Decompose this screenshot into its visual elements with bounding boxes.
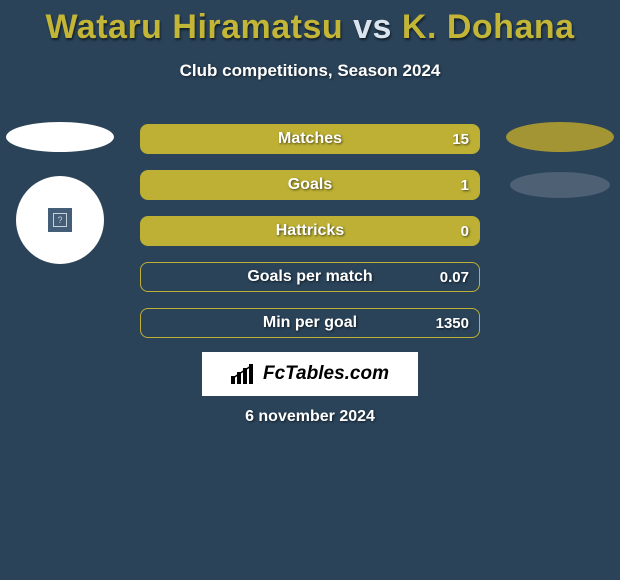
stat-row: Goals per match0.07 [140,262,480,292]
subtitle: Club competitions, Season 2024 [0,61,620,81]
right-ellipse-mid [510,172,610,198]
brand-bars-icon [231,364,257,384]
right-ellipse-top [506,122,614,152]
brand-badge: FcTables.com [202,352,418,396]
stats-bar-group: Matches15 Goals1 Hattricks0 Goals per match… [140,124,480,354]
stat-label: Min per goal [141,309,479,337]
left-ellipse-top [6,122,114,152]
stat-value: 1350 [436,309,469,337]
stat-label: Goals per match [141,263,479,291]
svg-text:?: ? [57,215,62,225]
left-decor-column: ? [0,118,120,264]
player1-name: Wataru Hiramatsu [45,8,343,46]
stat-value: 0.07 [440,263,469,291]
right-decor-column [500,118,620,198]
stat-value: 15 [452,125,469,153]
missing-image-icon: ? [48,208,72,232]
stat-row: Hattricks0 [140,216,480,246]
brand-text: FcTables.com [263,363,389,385]
stat-label: Hattricks [141,217,479,245]
stat-label: Goals [141,171,479,199]
stat-row: Matches15 [140,124,480,154]
stat-value: 0 [461,217,469,245]
stat-label: Matches [141,125,479,153]
comparison-title: Wataru Hiramatsu vs K. Dohana [0,0,620,47]
player2-name: K. Dohana [402,8,575,46]
stat-row: Min per goal1350 [140,308,480,338]
snapshot-date: 6 november 2024 [0,408,620,426]
stat-value: 1 [461,171,469,199]
player-photo-placeholder: ? [16,176,104,264]
vs-separator: vs [353,8,392,46]
stat-row: Goals1 [140,170,480,200]
